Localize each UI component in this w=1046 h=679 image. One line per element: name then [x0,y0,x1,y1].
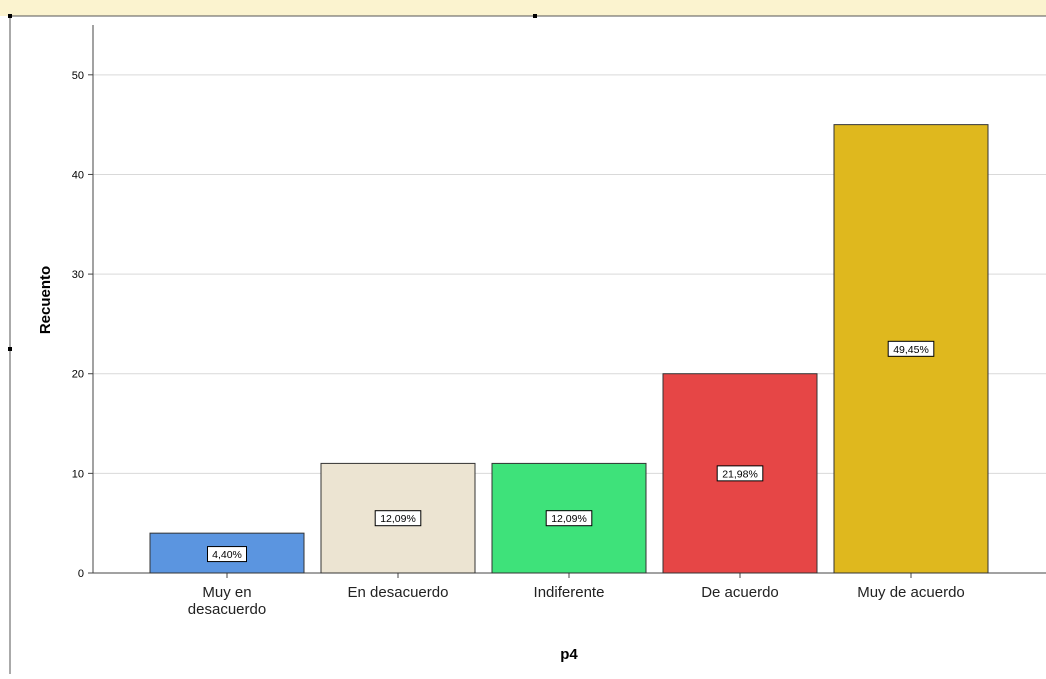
y-tick-label: 0 [78,568,84,580]
resize-handle-top-left[interactable] [8,14,12,18]
x-tick-label: desacuerdo [188,601,266,618]
data-label: 21,98% [722,468,758,480]
data-label: 49,45% [893,344,929,356]
data-label-box [207,546,247,563]
resize-handle-left-middle[interactable] [8,347,12,351]
data-label: 12,09% [551,513,587,525]
data-label: 4,40% [212,549,242,561]
y-axis-title: Recuento [37,266,54,334]
data-label: 12,09% [380,513,416,525]
bars [149,124,989,574]
y-tick-label: 30 [72,269,84,281]
data-label-box [374,510,422,527]
data-label-box [716,465,764,482]
y-tick-label: 10 [72,468,84,480]
x-tick-label: En desacuerdo [348,584,449,601]
resize-handle-top-middle[interactable] [533,14,537,18]
y-tick-label: 20 [72,369,84,381]
y-tick-label: 40 [72,169,84,181]
background-strip [0,0,1046,16]
data-label-box [545,510,593,527]
x-tick-label: Indiferente [534,584,605,601]
x-axis-title: p4 [560,646,578,663]
data-labels: 4,40% 12,09% 12,09% 21,98% 49,45% [207,340,935,563]
x-tick-label: De acuerdo [701,584,779,601]
x-tick-label: Muy de acuerdo [857,584,965,601]
y-tick-label: 50 [72,70,84,82]
x-tick-label: Muy en [202,584,251,601]
data-label-box [887,340,935,357]
